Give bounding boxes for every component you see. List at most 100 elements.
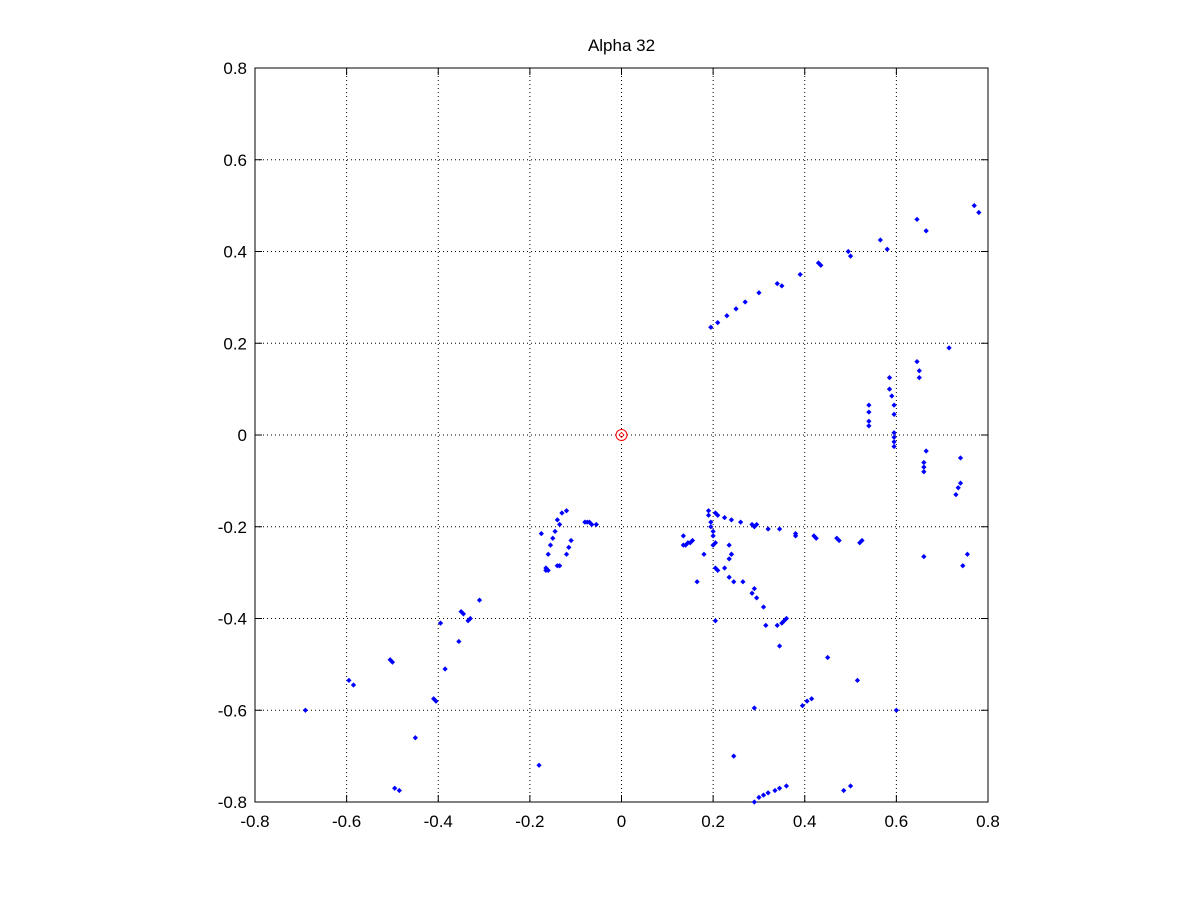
data-point bbox=[921, 464, 927, 470]
data-point bbox=[923, 448, 929, 454]
data-point bbox=[437, 620, 444, 626]
data-point bbox=[557, 521, 563, 528]
y-tick-label: 0.4 bbox=[223, 243, 247, 262]
origin-marker bbox=[615, 429, 628, 441]
x-tick-label: -0.2 bbox=[515, 812, 544, 831]
data-point bbox=[680, 533, 686, 539]
data-point bbox=[866, 402, 872, 408]
data-point bbox=[754, 521, 760, 528]
data-point bbox=[799, 703, 806, 709]
data-point bbox=[689, 537, 696, 544]
data-point bbox=[779, 283, 785, 289]
data-point bbox=[712, 618, 719, 624]
y-tick-label: -0.6 bbox=[218, 701, 247, 720]
data-point bbox=[964, 551, 971, 557]
data-point bbox=[396, 787, 402, 794]
data-point bbox=[710, 533, 716, 539]
y-tick-label: -0.2 bbox=[218, 518, 247, 537]
data-point bbox=[742, 299, 748, 305]
data-point bbox=[845, 248, 851, 255]
data-point bbox=[433, 698, 439, 704]
data-point bbox=[783, 783, 790, 789]
data-point bbox=[866, 418, 872, 424]
data-point bbox=[960, 563, 966, 569]
data-point bbox=[774, 280, 780, 287]
data-point bbox=[708, 524, 714, 530]
data-point bbox=[760, 792, 767, 798]
data-point bbox=[751, 586, 757, 592]
data-point bbox=[710, 528, 716, 534]
data-point bbox=[953, 492, 959, 498]
data-point bbox=[715, 319, 721, 326]
data-point bbox=[536, 762, 542, 768]
data-point bbox=[412, 735, 418, 741]
data-point bbox=[350, 682, 357, 688]
data-point bbox=[754, 595, 760, 601]
data-point bbox=[756, 794, 762, 801]
data-point bbox=[776, 526, 783, 532]
data-point bbox=[545, 567, 551, 573]
data-point bbox=[841, 787, 847, 794]
data-point bbox=[884, 246, 890, 252]
data-point bbox=[712, 540, 719, 546]
data-point bbox=[921, 459, 927, 466]
data-point bbox=[774, 622, 780, 629]
data-point bbox=[891, 439, 897, 445]
data-point bbox=[891, 402, 897, 408]
data-point bbox=[563, 508, 570, 514]
data-point bbox=[538, 531, 544, 537]
data-point bbox=[458, 608, 464, 615]
data-point bbox=[818, 262, 824, 268]
data-point bbox=[804, 698, 810, 704]
y-tick-label: 0.2 bbox=[223, 334, 247, 353]
data-point bbox=[476, 597, 483, 603]
data-point bbox=[751, 705, 757, 711]
data-point bbox=[737, 519, 744, 525]
y-tick-label: 0.8 bbox=[223, 59, 247, 78]
data-point bbox=[760, 604, 767, 610]
data-point bbox=[721, 514, 728, 521]
data-point bbox=[708, 519, 714, 525]
data-point bbox=[792, 533, 799, 539]
y-tick-label: -0.4 bbox=[218, 610, 247, 629]
x-tick-label: 0.4 bbox=[793, 812, 817, 831]
x-tick-label: 0.6 bbox=[885, 812, 909, 831]
data-point bbox=[976, 209, 982, 216]
origin-marker-center bbox=[618, 431, 625, 439]
x-tick-label: 0 bbox=[617, 812, 626, 831]
data-point bbox=[891, 430, 897, 436]
data-point bbox=[957, 480, 964, 486]
data-point bbox=[756, 290, 762, 296]
data-point bbox=[726, 574, 732, 580]
data-point bbox=[765, 526, 771, 532]
data-point bbox=[705, 512, 712, 518]
x-tick-label: 0.8 bbox=[976, 812, 1000, 831]
data-point bbox=[891, 411, 897, 417]
data-point bbox=[957, 455, 964, 461]
y-tick-label: 0 bbox=[238, 426, 247, 445]
data-point bbox=[946, 345, 952, 351]
data-point bbox=[749, 590, 755, 596]
data-point bbox=[914, 216, 920, 223]
data-point bbox=[877, 237, 883, 243]
data-point bbox=[893, 707, 899, 713]
data-point bbox=[392, 785, 398, 791]
data-point bbox=[857, 540, 863, 546]
data-point bbox=[854, 677, 861, 684]
data-point bbox=[557, 563, 563, 569]
data-point bbox=[813, 535, 819, 541]
data-point bbox=[783, 615, 790, 622]
data-point bbox=[728, 517, 735, 523]
data-point bbox=[721, 565, 728, 571]
x-tick-labels: -0.8 -0.6 -0.4 -0.2 0 0.2 0.4 0.6 0.8 bbox=[240, 812, 999, 831]
data-point bbox=[797, 271, 803, 278]
data-point bbox=[776, 785, 783, 791]
data-points bbox=[302, 203, 982, 805]
data-point bbox=[923, 228, 929, 234]
data-point bbox=[733, 306, 739, 312]
data-point bbox=[728, 551, 735, 557]
data-point bbox=[889, 393, 895, 399]
data-point bbox=[545, 551, 551, 557]
data-point bbox=[772, 787, 778, 794]
